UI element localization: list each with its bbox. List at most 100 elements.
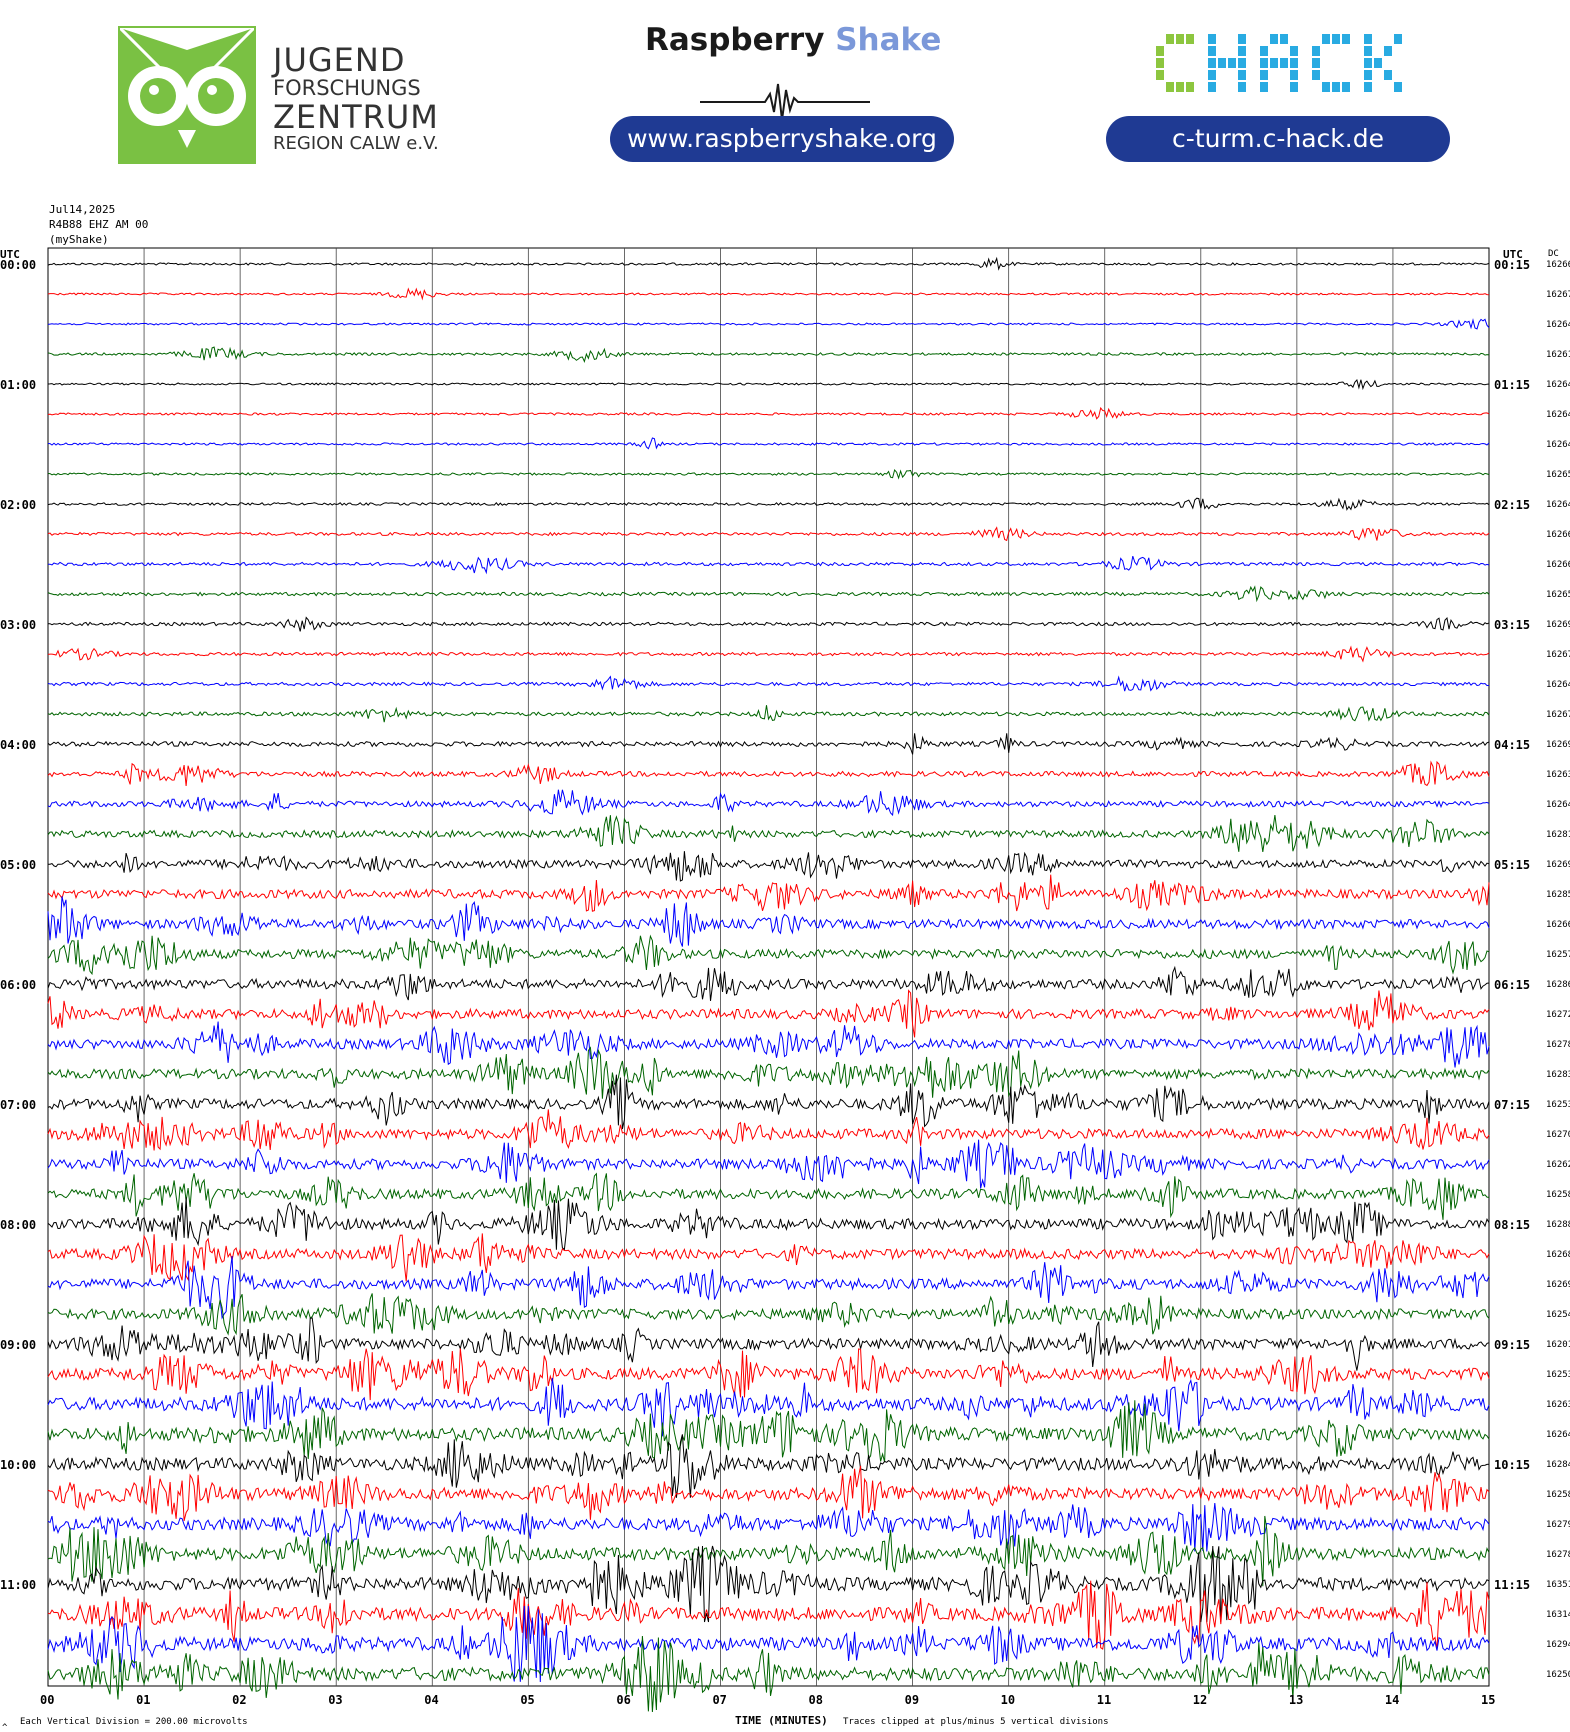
- chack-logo-pixel: [1364, 70, 1372, 80]
- raspberry-shake-title-accent: Shake: [835, 22, 942, 58]
- footer-scale-note: Each Vertical Division = 200.00 microvol…: [20, 1717, 248, 1727]
- seismic-trace: [47, 406, 1490, 420]
- dc-value: 16253: [1546, 1370, 1570, 1380]
- chack-logo-pixel: [1208, 82, 1216, 92]
- seismic-trace: [47, 256, 1490, 271]
- raspberry-shake-url-badge[interactable]: www.raspberryshake.org: [610, 116, 954, 162]
- chack-logo-pixel: [1176, 34, 1184, 44]
- chack-logo-pixel: [1290, 58, 1298, 68]
- jfz-line3: ZENTRUM: [273, 98, 439, 136]
- dc-value: 16264: [1546, 500, 1570, 510]
- seismic-trace: [47, 1233, 1490, 1282]
- x-tick-label: 12: [1193, 1693, 1207, 1707]
- plot-frame: [47, 247, 1490, 1687]
- dc-value: 16284: [1546, 1460, 1570, 1470]
- chack-logo-pixel: [1208, 34, 1216, 44]
- seismic-trace: [47, 815, 1490, 852]
- chack-logo-pixel: [1364, 82, 1372, 92]
- seismic-trace: [47, 1348, 1490, 1401]
- dc-value: 16265: [1546, 470, 1570, 480]
- chack-logo-pixel: [1186, 34, 1194, 44]
- left-time-label: 08:00: [0, 1218, 36, 1232]
- chack-logo-pixel: [1394, 82, 1402, 92]
- seismic-trace: [47, 346, 1490, 363]
- dc-value: 16264: [1546, 680, 1570, 690]
- dc-value: 16267: [1546, 710, 1570, 720]
- chack-logo-pixel: [1322, 34, 1330, 44]
- x-tick-label: 11: [1097, 1693, 1111, 1707]
- dc-value: 16263: [1546, 1400, 1570, 1410]
- chack-logo-pixel: [1208, 58, 1216, 68]
- chack-logo-pixel: [1228, 58, 1236, 68]
- seismic-trace: [47, 1317, 1490, 1371]
- seismic-trace: [47, 1580, 1490, 1650]
- chack-logo-pixel: [1238, 70, 1246, 80]
- seismic-trace: [47, 705, 1490, 723]
- x-axis-label: TIME (MINUTES): [735, 1714, 828, 1727]
- chack-logo-pixel: [1260, 58, 1268, 68]
- chart-title-line-source: (myShake): [49, 233, 109, 246]
- chack-logo-pixel: [1290, 70, 1298, 80]
- seismic-trace: [47, 437, 1490, 450]
- seismic-trace: [47, 675, 1490, 692]
- seismic-trace: [47, 1635, 1490, 1713]
- dc-value: 16264: [1546, 320, 1570, 330]
- x-tick-label: 10: [1001, 1693, 1015, 1707]
- dc-value: 16264: [1546, 410, 1570, 420]
- dc-value: 16264: [1546, 440, 1570, 450]
- seismic-trace: [47, 1293, 1490, 1336]
- chack-logo: c-turm.c-hack.de: [1106, 22, 1456, 172]
- chack-logo-pixel: [1384, 70, 1392, 80]
- dc-value: 16279: [1546, 1520, 1570, 1530]
- jfz-logo: JUGEND FORSCHUNGS ZENTRUM REGION CALW e.…: [118, 26, 439, 168]
- chack-url-badge[interactable]: c-turm.c-hack.de: [1106, 116, 1450, 162]
- right-time-label: 10:15: [1494, 1458, 1530, 1472]
- dc-value: 16269: [1546, 860, 1570, 870]
- dc-value: 16253: [1546, 1100, 1570, 1110]
- x-tick-label: 08: [809, 1693, 823, 1707]
- x-tick-label: 03: [328, 1693, 342, 1707]
- x-tick-label: 14: [1385, 1693, 1399, 1707]
- right-utc-label: UTC: [1503, 248, 1523, 261]
- dc-value: 16262: [1546, 1160, 1570, 1170]
- left-utc-label: UTC: [0, 248, 20, 261]
- dc-value: 16283: [1546, 1070, 1570, 1080]
- seismic-trace: [47, 1434, 1490, 1498]
- chack-logo-pixel: [1364, 58, 1372, 68]
- seismic-trace: [47, 497, 1490, 511]
- chack-logo-pixel: [1156, 58, 1164, 68]
- chack-logo-pixel: [1280, 34, 1288, 44]
- chack-logo-pixel: [1238, 34, 1246, 44]
- right-time-label: 02:15: [1494, 498, 1530, 512]
- right-time-label: 11:15: [1494, 1578, 1530, 1592]
- chack-logo-pixel: [1260, 70, 1268, 80]
- seismic-trace: [47, 1197, 1490, 1251]
- dc-value: 16258: [1546, 1190, 1570, 1200]
- seismic-trace: [47, 851, 1490, 882]
- left-time-label: 03:00: [0, 618, 36, 632]
- dc-value: 16263: [1546, 770, 1570, 780]
- chack-logo-pixel: [1186, 82, 1194, 92]
- left-time-label: 05:00: [0, 858, 36, 872]
- chack-logo-pixel: [1290, 46, 1298, 56]
- dc-value: 16264: [1546, 800, 1570, 810]
- dc-value: 16269: [1546, 740, 1570, 750]
- chack-logo-pixel: [1238, 58, 1246, 68]
- chack-logo-pixel: [1156, 46, 1164, 56]
- raspberry-shake-logo: Raspberry Shake www.raspberryshake.org: [610, 22, 960, 172]
- seismic-trace: [47, 760, 1490, 787]
- seismic-trace: [47, 1046, 1490, 1099]
- seismic-trace: [47, 965, 1490, 1001]
- chack-logo-pixel: [1312, 70, 1320, 80]
- right-time-label: 00:15: [1494, 258, 1530, 272]
- dc-value: 16266: [1546, 260, 1570, 270]
- seismic-trace: [47, 585, 1490, 603]
- dc-value: 16266: [1546, 560, 1570, 570]
- chack-logo-pixel: [1342, 34, 1350, 44]
- seismic-trace: [47, 1515, 1490, 1587]
- chack-logo-pixel: [1364, 46, 1372, 56]
- dc-value: 16267: [1546, 290, 1570, 300]
- dc-value: 16285: [1546, 890, 1570, 900]
